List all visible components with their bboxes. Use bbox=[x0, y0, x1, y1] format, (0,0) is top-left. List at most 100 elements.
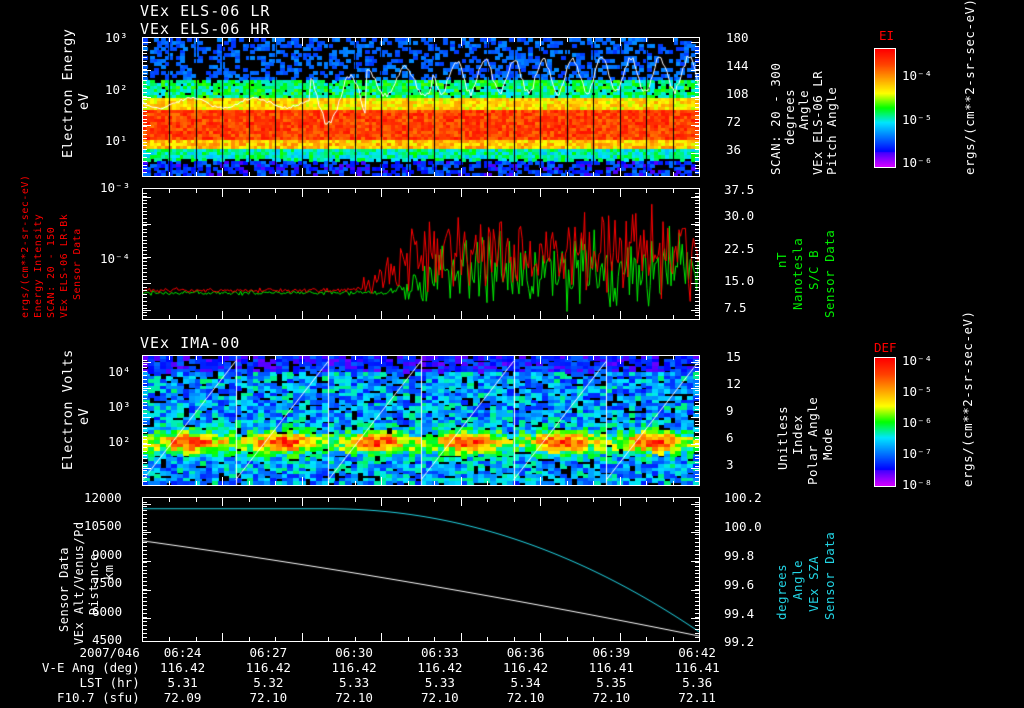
axis-tick bbox=[695, 526, 699, 527]
axis-tick bbox=[143, 601, 147, 602]
panel3-spectrogram-canvas bbox=[143, 356, 699, 485]
axis-tick bbox=[695, 601, 699, 602]
panel4-y2tick-2: 99.8 bbox=[724, 548, 755, 563]
axis-tick bbox=[143, 590, 151, 591]
panel1-y2label-1: Pitch Angle bbox=[824, 86, 839, 175]
axis-tick bbox=[143, 451, 147, 452]
axis-tick bbox=[143, 417, 151, 418]
footer-cell: 06:24 bbox=[163, 645, 202, 660]
axis-tick bbox=[695, 207, 699, 208]
axis-tick bbox=[434, 481, 435, 485]
axis-tick bbox=[695, 122, 699, 123]
axis-tick bbox=[275, 38, 276, 42]
axis-tick bbox=[275, 172, 276, 176]
footer-cell: 5.33 bbox=[424, 675, 455, 690]
axis-tick bbox=[695, 394, 699, 395]
axis-tick bbox=[593, 481, 594, 485]
panel3-y2tick-4: 3 bbox=[726, 457, 734, 472]
axis-tick bbox=[695, 629, 699, 630]
axis-tick bbox=[695, 96, 699, 97]
axis-tick bbox=[695, 203, 699, 204]
axis-tick bbox=[695, 149, 699, 150]
axis-tick bbox=[695, 315, 699, 316]
axis-tick bbox=[275, 498, 276, 502]
axis-tick bbox=[434, 172, 435, 176]
panel1-y2tick-0: 180 bbox=[726, 30, 749, 45]
axis-tick bbox=[143, 502, 147, 503]
axis-tick bbox=[540, 356, 541, 364]
panel2-plot-area[interactable] bbox=[142, 188, 700, 320]
footer-cell: 5.32 bbox=[253, 675, 284, 690]
axis-tick bbox=[143, 474, 147, 475]
axis-tick bbox=[695, 80, 699, 81]
axis-tick bbox=[695, 138, 699, 139]
panel2-y2label-3: Nanotesla bbox=[790, 237, 805, 310]
axis-tick bbox=[487, 172, 488, 176]
axis-tick bbox=[695, 625, 699, 626]
axis-tick bbox=[514, 189, 515, 193]
axis-tick bbox=[695, 103, 699, 104]
footer-cell: 72.09 bbox=[163, 690, 202, 705]
panel1-y2tick-4: 36 bbox=[726, 142, 742, 157]
axis-tick bbox=[695, 258, 699, 259]
axis-tick bbox=[143, 119, 147, 120]
axis-tick bbox=[143, 388, 151, 389]
axis-tick bbox=[143, 125, 151, 126]
axis-tick bbox=[143, 122, 147, 123]
axis-tick bbox=[143, 254, 147, 255]
axis-tick bbox=[691, 618, 699, 619]
axis-tick bbox=[695, 405, 699, 406]
axis-tick bbox=[695, 236, 699, 237]
axis-tick bbox=[196, 38, 197, 42]
axis-tick bbox=[143, 88, 147, 89]
axis-tick bbox=[143, 455, 147, 456]
axis-tick bbox=[381, 168, 382, 176]
axis-tick bbox=[461, 168, 462, 176]
axis-tick bbox=[222, 498, 223, 506]
axis-tick bbox=[143, 42, 151, 43]
axis-tick bbox=[143, 301, 147, 302]
axis-tick bbox=[143, 617, 147, 618]
axis-tick bbox=[695, 200, 699, 201]
axis-tick bbox=[143, 130, 147, 131]
axis-tick bbox=[620, 168, 621, 176]
panel3-y2label-4: Unitless bbox=[775, 405, 790, 470]
axis-tick bbox=[695, 232, 699, 233]
panel4-plot-area[interactable] bbox=[142, 497, 700, 642]
axis-tick bbox=[143, 432, 147, 433]
axis-tick bbox=[143, 443, 147, 444]
panel1-plot-area[interactable] bbox=[142, 37, 700, 177]
axis-tick bbox=[143, 458, 147, 459]
footer-cell: 72.10 bbox=[421, 690, 459, 705]
axis-tick bbox=[691, 532, 699, 533]
footer-row-label: LST (hr) bbox=[79, 675, 140, 690]
axis-tick bbox=[695, 225, 699, 226]
axis-tick bbox=[691, 224, 699, 225]
axis-tick bbox=[143, 462, 147, 463]
axis-tick bbox=[695, 115, 699, 116]
footer-cell: 5.36 bbox=[682, 675, 713, 690]
footer-cell: 116.42 bbox=[331, 660, 377, 675]
axis-tick bbox=[567, 172, 568, 176]
axis-tick bbox=[695, 466, 699, 467]
footer-cell: 06:33 bbox=[421, 645, 459, 660]
axis-tick bbox=[196, 356, 197, 360]
axis-tick bbox=[143, 405, 147, 406]
axis-tick bbox=[143, 577, 147, 578]
axis-tick bbox=[143, 546, 147, 547]
panel1-y2tick-2: 108 bbox=[726, 86, 749, 101]
axis-tick bbox=[695, 193, 699, 194]
colorbar-ei-tick-1: 10⁻⁵ bbox=[902, 112, 933, 127]
axis-tick bbox=[143, 534, 147, 535]
axis-tick bbox=[143, 287, 147, 288]
panel1-title-hr: VEx ELS-06 HR bbox=[140, 20, 271, 38]
axis-tick bbox=[695, 46, 699, 47]
axis-tick bbox=[355, 189, 356, 193]
axis-tick bbox=[355, 315, 356, 319]
axis-tick bbox=[143, 558, 147, 559]
axis-tick bbox=[196, 498, 197, 502]
axis-tick bbox=[143, 625, 147, 626]
panel3-plot-area[interactable] bbox=[142, 355, 700, 486]
axis-tick bbox=[695, 268, 699, 269]
axis-tick bbox=[695, 364, 699, 365]
